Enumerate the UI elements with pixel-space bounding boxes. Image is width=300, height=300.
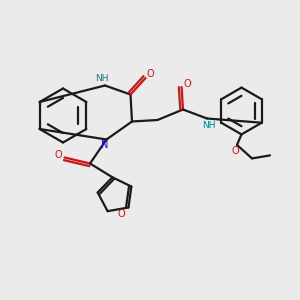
Text: O: O	[117, 209, 125, 219]
Text: NH: NH	[95, 74, 108, 83]
Text: O: O	[184, 79, 191, 89]
Text: O: O	[232, 146, 239, 156]
Text: N: N	[101, 140, 109, 150]
Text: O: O	[55, 149, 62, 160]
Text: O: O	[147, 69, 154, 79]
Text: NH: NH	[202, 121, 215, 130]
